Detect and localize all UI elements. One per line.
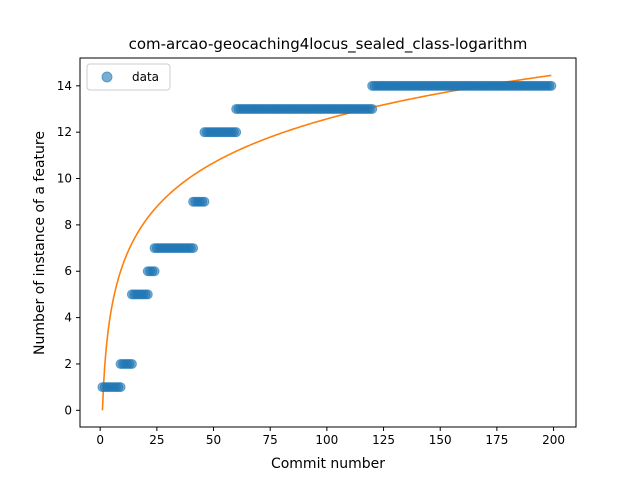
x-tick-label: 125	[372, 433, 395, 447]
axes-background	[80, 58, 576, 427]
data-point	[367, 103, 378, 114]
x-tick-label: 0	[96, 433, 104, 447]
y-tick-label: 8	[64, 218, 72, 232]
y-tick-label: 12	[57, 125, 72, 139]
plot-area	[80, 58, 576, 427]
y-axis-ticks: 0 2 4 6 8 10 12 14	[57, 79, 80, 417]
x-tick-label: 175	[485, 433, 508, 447]
data-point	[115, 382, 126, 393]
legend: data	[86, 63, 171, 91]
y-tick-label: 10	[57, 172, 72, 186]
y-tick-label: 2	[64, 357, 72, 371]
y-tick-label: 6	[64, 264, 72, 278]
data-point	[142, 289, 153, 300]
x-tick-label: 150	[429, 433, 452, 447]
chart-title: com-arcao-geocaching4locus_sealed_class-…	[129, 35, 528, 54]
x-tick-label: 50	[206, 433, 221, 447]
legend-label: data	[132, 70, 159, 84]
data-point	[149, 266, 160, 277]
x-axis-label: Commit number	[271, 456, 385, 472]
data-point	[199, 196, 210, 207]
x-tick-label: 75	[263, 433, 278, 447]
data-point	[188, 243, 199, 254]
axes-frame	[79, 57, 577, 428]
y-tick-label: 4	[64, 311, 72, 325]
legend-marker	[101, 71, 113, 83]
y-tick-label: 0	[64, 403, 72, 417]
y-tick-label: 14	[57, 79, 72, 93]
data-point	[231, 127, 242, 138]
x-tick-label: 25	[149, 433, 164, 447]
x-axis-ticks: 0 25 50 75 100 125 150 175 200	[96, 427, 565, 447]
data-point	[546, 80, 557, 91]
legend-box	[86, 63, 171, 91]
data-points-layer	[97, 80, 557, 393]
y-axis-label: Number of instance of a feature	[32, 131, 48, 355]
x-tick-label: 200	[542, 433, 565, 447]
x-tick-label: 100	[315, 433, 338, 447]
data-point	[126, 358, 137, 369]
